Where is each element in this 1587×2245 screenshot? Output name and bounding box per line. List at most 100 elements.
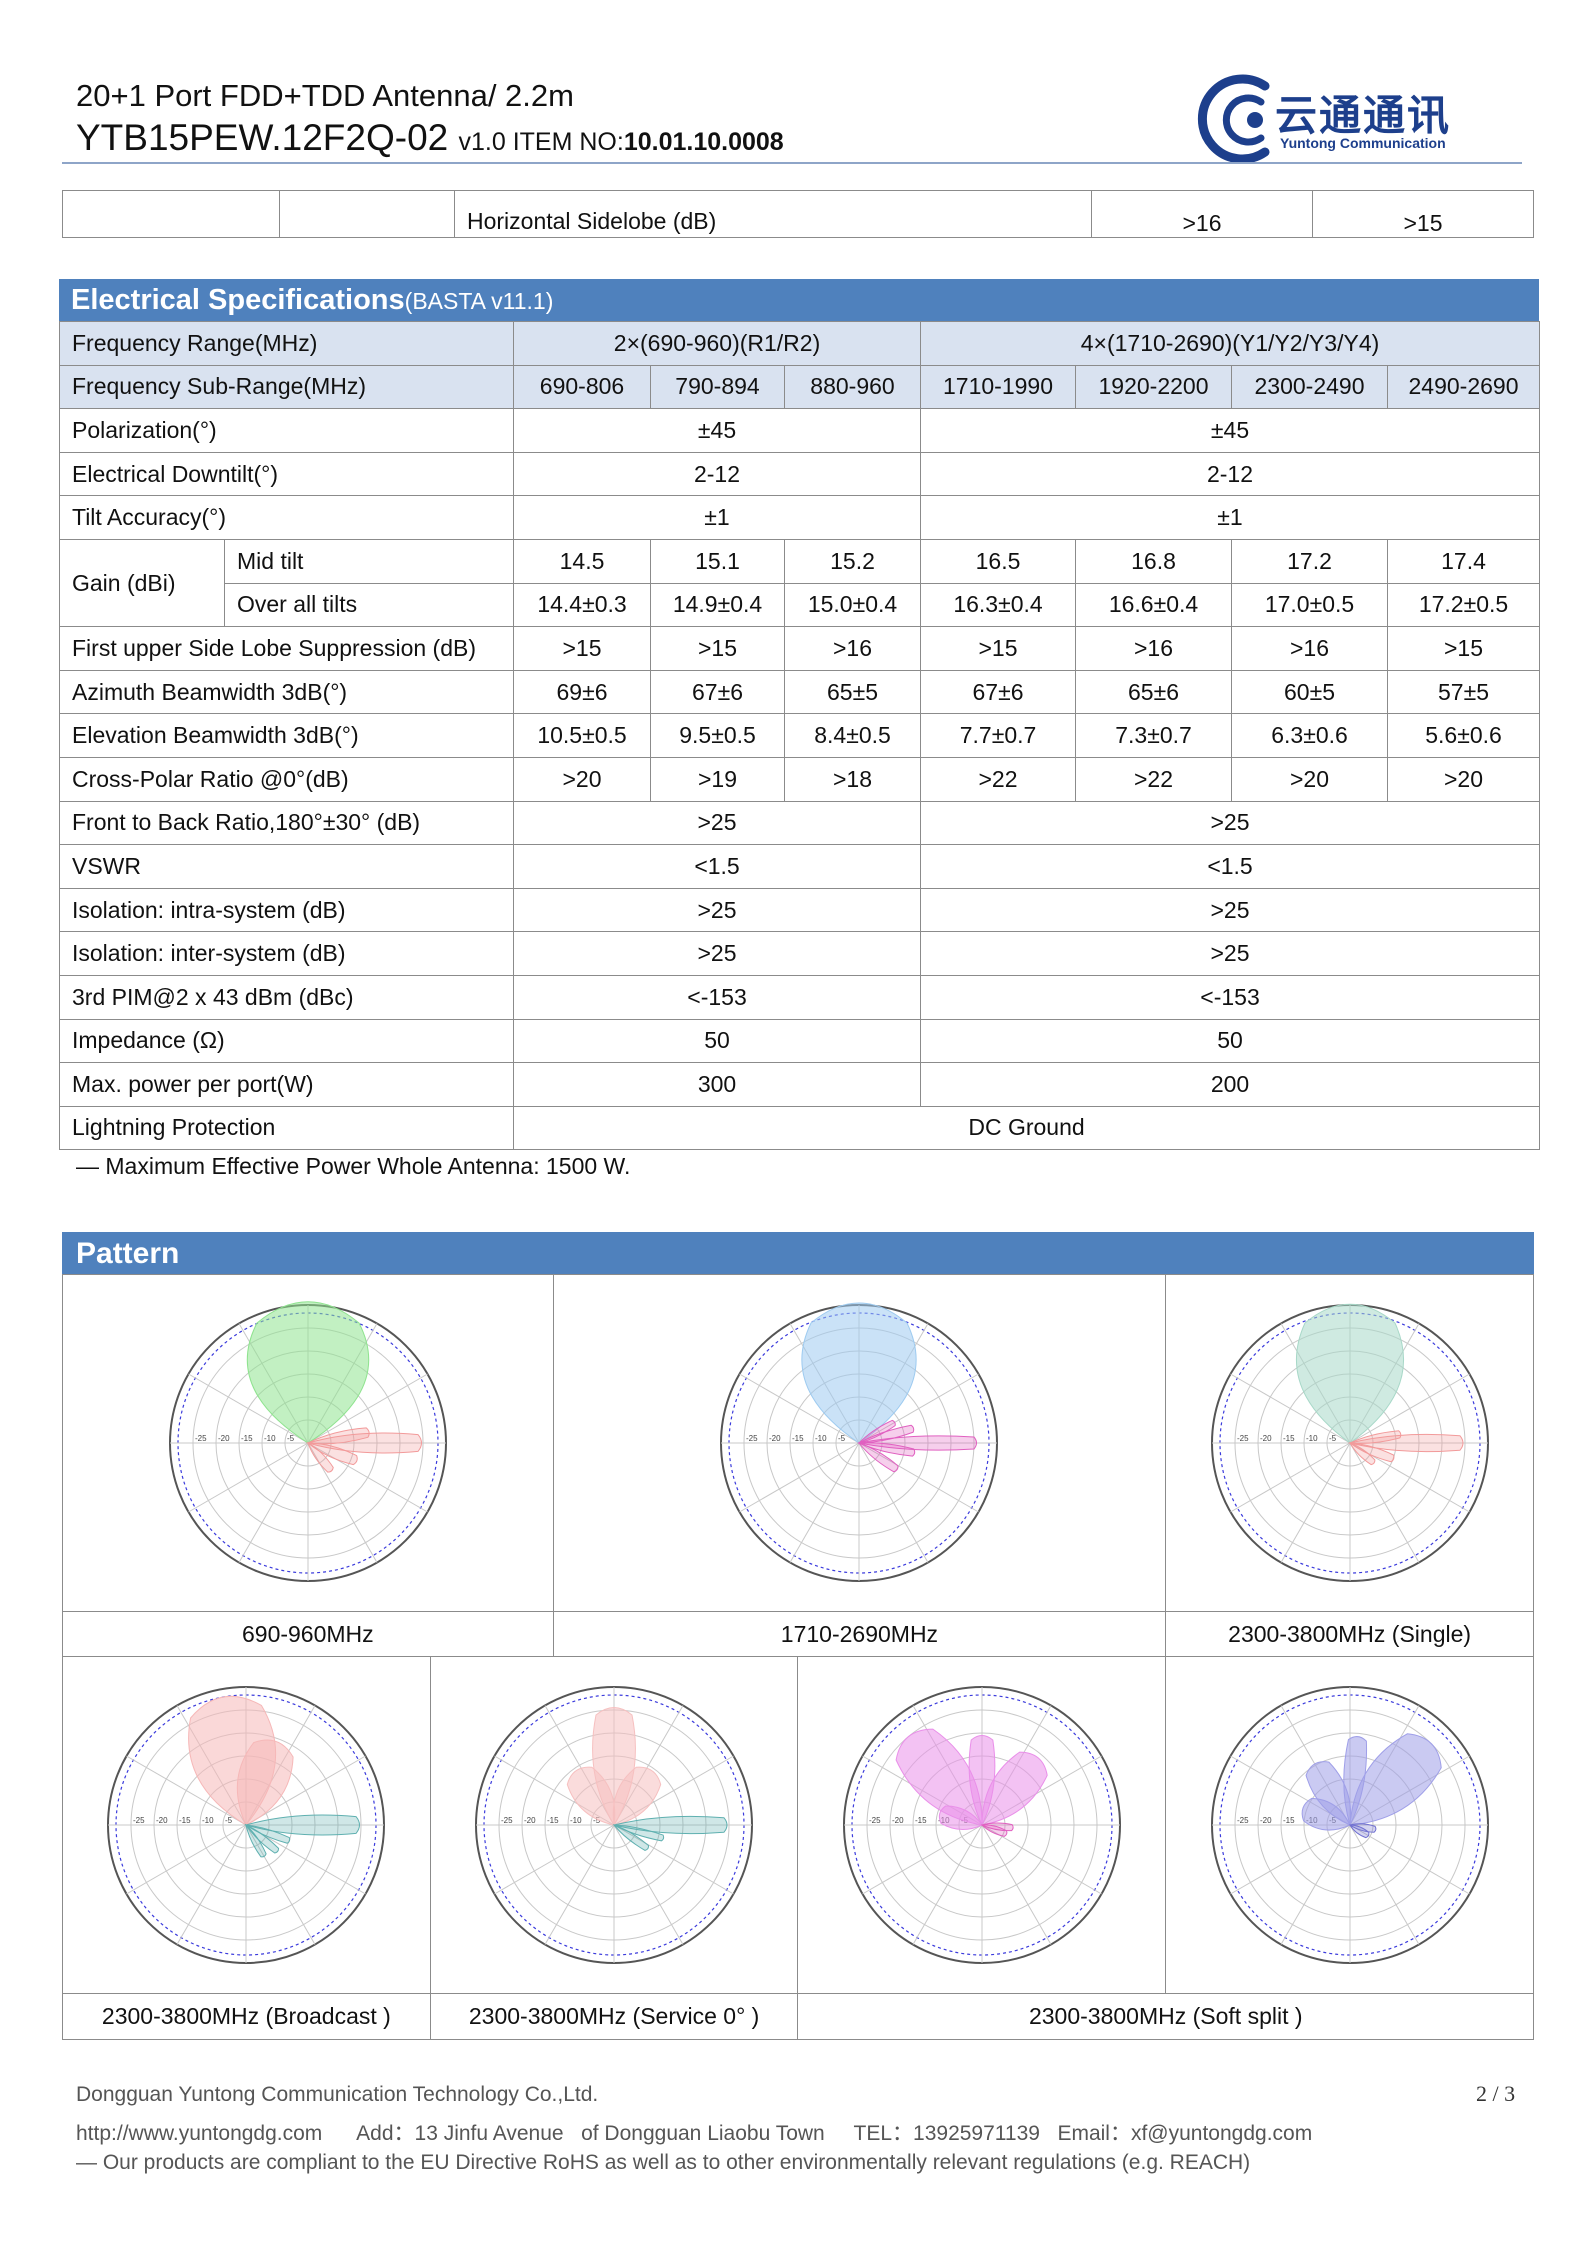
value-cell: ±45: [513, 408, 922, 453]
polar-ring-label: -10: [264, 1434, 276, 1443]
side-lobe: [306, 1427, 370, 1445]
value-cell: >15: [1387, 626, 1541, 671]
value-cell: <1.5: [513, 844, 922, 889]
side-lobe: [244, 1814, 361, 1836]
table-row: Gain (dBi) Mid tilt 14.5 15.1 15.2 16.5 …: [59, 538, 1541, 628]
pattern-cell: -5-10-15-20-25: [1165, 1274, 1534, 1612]
polar-ring-label: -10: [815, 1434, 827, 1443]
subrange-cell: 880-960: [784, 364, 922, 410]
subrange-cell: 690-806: [513, 364, 652, 410]
polar-ring-label: -5: [287, 1434, 295, 1443]
polar-spoke: [245, 1825, 316, 1946]
header-divider: [62, 162, 1522, 164]
side-lobe: [857, 1441, 899, 1473]
value-cell: >15: [920, 626, 1077, 671]
polar-ring-label: -20: [1260, 1816, 1272, 1825]
empty-cell: [279, 190, 455, 238]
table-row: Frequency Sub-Range(MHz) 690-806 790-894…: [58, 364, 1541, 410]
value-cell: 67±6: [920, 669, 1077, 715]
pattern-caption: 2300-3800MHz (Single): [1165, 1610, 1534, 1658]
table-row: 3rd PIM@2 x 43 dBm (dBc) <-153 <-153: [58, 974, 1541, 1020]
value-cell: >15: [513, 626, 652, 671]
side-lobe: [1348, 1824, 1370, 1839]
main-lobe: [1301, 1798, 1351, 1831]
value-cell: >25: [920, 887, 1541, 933]
polar-ring-label: -25: [501, 1816, 513, 1825]
polar-spoke: [981, 1825, 1052, 1946]
polar-ring-label: -15: [1283, 1816, 1295, 1825]
value-cell: >20: [1231, 756, 1389, 802]
freq-range-high: 4×(1710-2690)(Y1/Y2/Y3/Y4): [920, 321, 1541, 366]
mechanical-table-fragment: Horizontal Sidelobe (dB) >16 >15: [62, 190, 1534, 238]
table-row: Impedance (Ω) 50 50: [58, 1018, 1541, 1064]
value-cell: >18: [784, 756, 922, 802]
polar-spoke: [981, 1825, 1102, 1895]
value-cell: >25: [513, 887, 922, 933]
value-cell: >15: [650, 626, 786, 671]
value-cell: >25: [920, 800, 1541, 846]
polar-ring-label: -10: [1306, 1434, 1318, 1443]
side-lobe: [857, 1419, 897, 1444]
polar-spoke: [126, 1825, 247, 1895]
sub-label: Mid tilt: [223, 538, 515, 584]
value-cell: <-153: [920, 974, 1541, 1020]
value-cell: 65±6: [1075, 669, 1233, 715]
value-cell: ±1: [513, 495, 922, 540]
polar-ring-label: -20: [1260, 1434, 1272, 1443]
value-cell: >25: [513, 931, 922, 976]
polar-ring-label: -25: [746, 1434, 758, 1443]
specs-title: Electrical Specifications: [71, 284, 405, 316]
table-row: Cross-Polar Ratio @0°(dB) >20 >19 >18 >2…: [58, 756, 1541, 802]
subrange-cell: 1710-1990: [920, 364, 1077, 410]
polar-ring-label: -20: [892, 1816, 904, 1825]
value-cell: >16: [1075, 626, 1233, 671]
item-number: 10.01.10.0008: [623, 128, 784, 156]
row-label: Cross-Polar Ratio @0°(dB): [58, 756, 515, 802]
polar-spoke: [739, 1373, 860, 1444]
table-row: VSWR <1.5 <1.5: [58, 844, 1541, 889]
value-cell: 60±5: [1231, 669, 1389, 715]
row-label: Isolation: inter-system (dB): [58, 931, 515, 976]
polar-spoke: [862, 1825, 983, 1895]
table-row: Lightning Protection DC Ground: [58, 1105, 1541, 1151]
pattern-cell: -5-10-15-20-25: [797, 1656, 1167, 1995]
side-lobe: [246, 1824, 291, 1845]
pattern-caption: 690-960MHz: [62, 1610, 554, 1658]
side-lobe: [1348, 1442, 1376, 1466]
main-lobe: [612, 1767, 662, 1827]
side-lobe: [980, 1824, 1008, 1838]
polar-ring-label: -25: [133, 1816, 145, 1825]
polar-spoke: [544, 1825, 615, 1946]
model-number: YTB15PEW.12F2Q-02: [76, 117, 449, 158]
table-row: Isolation: intra-system (dB) >25 >25: [58, 887, 1541, 933]
side-lobe: [306, 1441, 334, 1473]
table-row: Frequency Range(MHz) 2×(690-960)(R1/R2) …: [58, 321, 1541, 366]
row-label: Impedance (Ω): [58, 1018, 515, 1064]
doc-title: 20+1 Port FDD+TDD Antenna/ 2.2m: [76, 78, 574, 113]
polar-plot-2300-3800-single: -5 -10 -15 -20 -25: [1210, 1303, 1489, 1582]
polar-spoke: [1229, 1442, 1350, 1513]
polar-ring-label: -15: [179, 1816, 191, 1825]
value-cell: 16.5: [920, 538, 1077, 584]
version-label: v1.0 ITEM NO:: [458, 128, 624, 156]
polar-spoke: [613, 1825, 684, 1946]
table-row: Tilt Accuracy(°) ±1 ±1: [58, 495, 1541, 540]
value-cell: >20: [1387, 756, 1541, 802]
row-label: Electrical Downtilt(°): [58, 451, 515, 497]
value-cell: 300: [513, 1062, 922, 1107]
side-lobe: [1349, 1433, 1464, 1453]
polar-ring-label: -5: [593, 1816, 601, 1825]
value-cell: 5.6±0.6: [1387, 713, 1541, 758]
polar-spoke: [790, 1442, 860, 1563]
side-lobe: [305, 1432, 422, 1454]
table-row: Front to Back Ratio,180°±30° (dB) >25 >2…: [58, 800, 1541, 846]
row-label: Frequency Sub-Range(MHz): [58, 364, 515, 410]
pattern-row-1: -5 -10 -15 -20 -25 -5 -10 -15 -20 -25 -5 -10 -15 -2…: [62, 1274, 1534, 1612]
value-cell: 10.5±0.5: [513, 713, 652, 758]
table-row: Max. power per port(W) 300 200: [58, 1062, 1541, 1107]
value-cell: 2-12: [920, 451, 1541, 497]
polar-ring-label: -25: [1237, 1434, 1249, 1443]
polar-spoke: [307, 1373, 428, 1444]
polar-ring-label: -15: [1283, 1434, 1295, 1443]
main-lobe: [246, 1301, 369, 1444]
